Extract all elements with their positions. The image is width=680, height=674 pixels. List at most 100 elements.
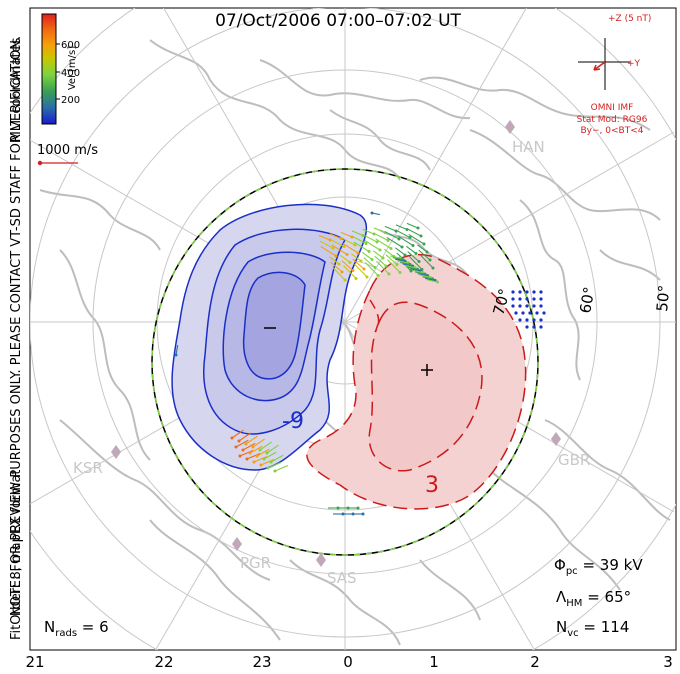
velocity-vector <box>407 251 420 262</box>
colorbar-tick-600: 600 <box>61 40 80 51</box>
velocity-vector <box>363 257 376 268</box>
mlt-tick-3: 3 <box>663 653 673 671</box>
velocity-vector <box>263 451 277 460</box>
velocity-vector <box>353 241 370 252</box>
velocity-vector <box>395 224 408 231</box>
imf-source-label: OMNI IMF <box>591 103 634 113</box>
velocity-vector <box>330 261 343 273</box>
velocity-vector <box>175 345 179 356</box>
velocity-vector <box>330 239 345 247</box>
velocity-vector <box>373 227 386 234</box>
imf-y-label: +Y <box>627 59 641 69</box>
velocity-vector <box>390 255 401 259</box>
coordinates-label: MLT coordinates <box>9 37 24 142</box>
velocity-vector <box>274 465 289 472</box>
mlt-tick-2: 2 <box>530 653 540 671</box>
velocity-vector <box>386 236 403 248</box>
velocity-vector <box>231 429 244 439</box>
station-label-ksr: KSR <box>73 459 103 477</box>
imf-arrow <box>593 61 606 71</box>
nvc-readout: Nvc = 114 <box>556 618 629 639</box>
mlt-tick-1: 1 <box>429 653 439 671</box>
velocity-vector <box>395 247 406 256</box>
station-marker-han <box>505 120 515 134</box>
latitude-label-70: 70° <box>489 287 513 317</box>
velocity-vector <box>340 254 351 263</box>
velocity-vector <box>238 432 251 442</box>
velocity-vector <box>376 260 390 275</box>
velocity-vector <box>253 456 268 463</box>
velocity-vector <box>410 268 421 272</box>
velocity-vector <box>409 256 423 270</box>
station-marker-gbr <box>551 432 561 446</box>
velocity-vector <box>384 248 395 257</box>
velocity-vector <box>405 265 416 269</box>
velocity-vector <box>364 239 381 251</box>
velocity-vector <box>245 435 258 445</box>
station-label-gbr: GBR <box>558 451 590 469</box>
station-marker-ksr <box>111 445 121 459</box>
velocity-vector <box>365 262 379 276</box>
velocity-vector <box>406 245 417 254</box>
velocity-vector <box>266 444 279 454</box>
velocity-vector <box>352 258 365 270</box>
velocity-vector <box>375 238 392 249</box>
station-label-pgr: PGR <box>240 554 271 572</box>
velocity-vector <box>329 256 340 265</box>
velocity-vector <box>397 260 408 264</box>
fit-order-label: FitOrder: 8, mapEX format <box>9 469 24 640</box>
velocity-vector <box>260 459 275 466</box>
velocity-vector <box>407 228 422 237</box>
station-label-han: HAN <box>512 138 545 156</box>
velocity-vector <box>267 462 282 469</box>
colorbar-ticks <box>56 43 60 100</box>
velocity-vector <box>352 236 367 244</box>
velocity-vector <box>371 212 380 216</box>
imf-model-label: Stat Mod: RG96 <box>577 115 648 125</box>
mlt-tick-22: 22 <box>154 653 173 671</box>
velocity-vector <box>259 441 272 451</box>
mlt-tick-21: 21 <box>25 653 44 671</box>
colorbar-tick-200: 200 <box>61 95 80 106</box>
velocity-vector <box>384 225 397 232</box>
potential-maximum-marker <box>421 364 433 376</box>
station-marker-sas <box>316 553 326 567</box>
velocity-vector <box>362 251 373 260</box>
velocity-vector <box>400 261 411 265</box>
velocity-vector <box>354 263 368 278</box>
contour-label-negative: -9 <box>282 409 304 434</box>
mlt-tick-0: 0 <box>343 653 353 671</box>
positive-potential-cell <box>306 253 527 510</box>
velocity-vector <box>397 235 414 246</box>
velocity-vector <box>422 276 433 280</box>
mlt-tick-23: 23 <box>252 653 271 671</box>
velocity-colorbar <box>41 13 57 125</box>
hm-boundary-green <box>151 168 539 556</box>
reference-vector-label: 1000 m/s <box>37 143 98 158</box>
velocity-vector <box>331 244 348 255</box>
velocity-vector <box>420 254 434 269</box>
velocity-vector <box>363 234 378 243</box>
imf-condition-label: By−, 0<BT<4 <box>581 126 644 136</box>
velocity-vector <box>239 450 254 457</box>
velocity-vector <box>246 453 261 460</box>
velocity-vector <box>341 237 356 246</box>
velocity-vector <box>373 250 384 259</box>
velocity-vector <box>425 277 436 281</box>
velocity-vector <box>362 228 375 235</box>
velocity-vector <box>332 266 346 281</box>
velocity-vector <box>351 253 362 262</box>
velocity-vector <box>342 242 359 254</box>
colorbar-tick-400: 400 <box>61 68 80 79</box>
lambda-hm-readout: ΛHM = 65° <box>556 588 631 609</box>
velocity-vector <box>374 233 389 241</box>
preview-note: NOTE: FOR PREVIEW PURPOSES ONLY. PLEASE … <box>9 36 24 616</box>
phi-pc-readout: Φpc = 39 kV <box>554 556 643 577</box>
velocity-vector <box>343 265 357 279</box>
imf-z-label: +Z (5 nT) <box>608 14 651 24</box>
station-marker-pgr <box>232 537 242 551</box>
nrads-readout: Nrads = 6 <box>44 618 109 639</box>
velocity-vector <box>242 442 256 451</box>
